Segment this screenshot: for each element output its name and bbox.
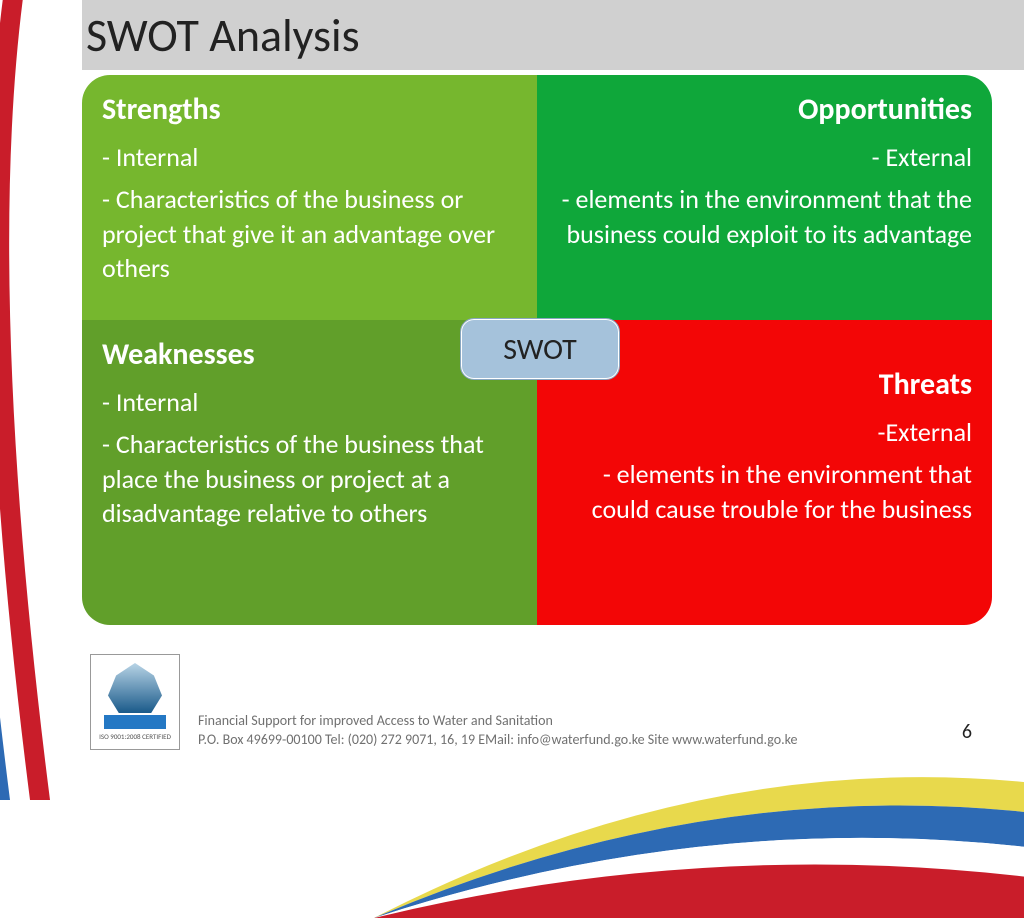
- threats-line1: -External: [557, 415, 972, 449]
- footer-line1: Financial Support for improved Access to…: [198, 711, 798, 731]
- quadrant-strengths: Strengths - Internal - Characteristics o…: [82, 75, 537, 320]
- weaknesses-line1: - Internal: [102, 385, 517, 419]
- strengths-line2: - Characteristics of the business or pro…: [102, 182, 517, 285]
- opportunities-line1: - External: [557, 140, 972, 174]
- title-bar: SWOT Analysis: [82, 0, 1024, 70]
- logo: ISO 9001:2008 CERTIFIED: [90, 654, 180, 750]
- weaknesses-line2: - Characteristics of the business that p…: [102, 427, 517, 530]
- opportunities-line2: - elements in the environment that the b…: [557, 182, 972, 251]
- page-title: SWOT Analysis: [82, 8, 360, 64]
- page-number: 6: [962, 720, 972, 744]
- threats-heading: Threats: [557, 366, 972, 403]
- weaknesses-heading: Weaknesses: [102, 336, 517, 373]
- strengths-line1: - Internal: [102, 140, 517, 174]
- footer: ISO 9001:2008 CERTIFIED Financial Suppor…: [90, 654, 984, 750]
- opportunities-heading: Opportunities: [557, 91, 972, 128]
- strengths-heading: Strengths: [102, 91, 517, 128]
- footer-text: Financial Support for improved Access to…: [198, 711, 798, 750]
- logo-caption: ISO 9001:2008 CERTIFIED: [99, 732, 171, 741]
- footer-line2: P.O. Box 49699-00100 Tel: (020) 272 9071…: [198, 730, 798, 750]
- swot-center-badge: SWOT: [460, 318, 620, 380]
- logo-icon: [108, 663, 162, 713]
- logo-banner: [104, 715, 166, 729]
- threats-line2: - elements in the environment that could…: [557, 457, 972, 526]
- quadrant-opportunities: Opportunities - External - elements in t…: [537, 75, 992, 320]
